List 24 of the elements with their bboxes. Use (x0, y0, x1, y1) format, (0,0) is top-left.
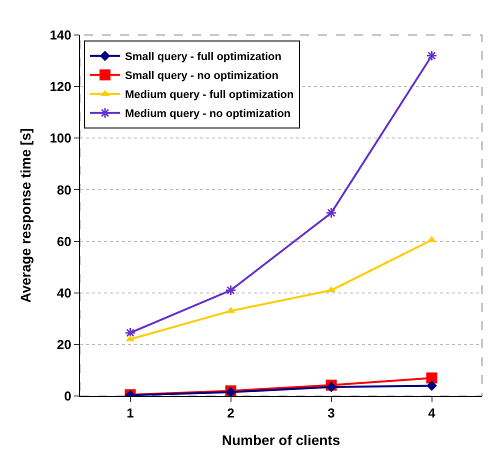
x-tick-label: 3 (328, 406, 335, 421)
point (124, 327, 136, 338)
x-tick-label: 2 (227, 406, 234, 421)
legend-label: Small query - full optimization (125, 51, 282, 64)
y-tick-label: 20 (56, 336, 72, 352)
y-tick-label: 100 (50, 130, 72, 146)
legend-label: Medium query - full optimization (125, 89, 294, 102)
point (326, 207, 337, 218)
y-tick-label: 80 (56, 182, 72, 198)
y-tick-label: 120 (50, 79, 72, 94)
point (426, 50, 438, 62)
x-tick-label: 4 (428, 406, 436, 421)
point (225, 284, 236, 296)
y-tick-label: 40 (56, 285, 72, 300)
y-tick-label: 60 (56, 234, 72, 249)
x-axis-title: Number of clients (222, 432, 340, 448)
y-tick-label: 140 (50, 28, 72, 43)
point (426, 372, 438, 384)
legend-label: Medium query - no optimization (125, 108, 291, 120)
x-tick-label: 1 (126, 406, 134, 421)
point (426, 380, 437, 391)
y-axis-title: Average response time [s] (17, 128, 34, 303)
legend-label: Small query - no optimization (125, 70, 279, 82)
y-tick-label: 0 (64, 388, 72, 404)
